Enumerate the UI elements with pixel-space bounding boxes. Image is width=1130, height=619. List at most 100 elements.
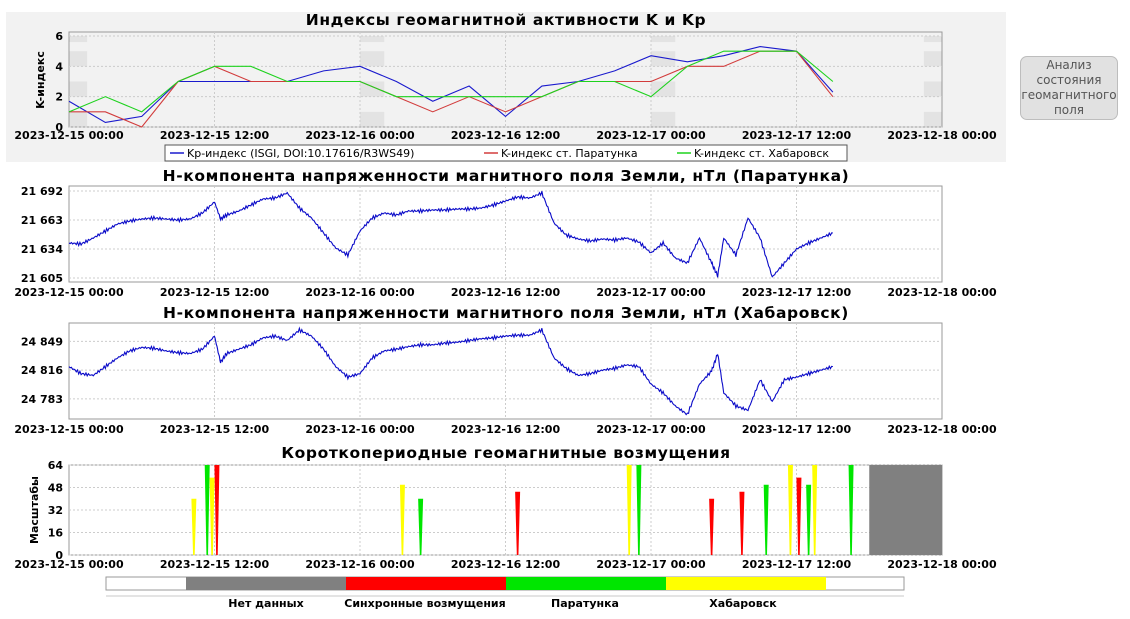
- x-tick-label: 2023-12-18 00:00: [887, 558, 997, 571]
- h-khabarovsk-series: [68, 326, 834, 416]
- y-tick-label: 21 634: [21, 243, 63, 256]
- x-tick-label: 2023-12-17 00:00: [596, 129, 706, 142]
- short-period-events: [191, 465, 942, 555]
- shaded-band: [69, 111, 88, 127]
- shaded-band: [651, 51, 676, 67]
- disturbance-mark: [204, 465, 210, 555]
- shaded-band: [923, 51, 942, 67]
- y-tick-label: 21 605: [21, 272, 63, 285]
- shaded-band: [651, 111, 676, 127]
- k-kp-series: [68, 46, 834, 128]
- shaded-band: [923, 81, 942, 97]
- shaded-band: [360, 36, 385, 43]
- short-period-y-ticks: 0 16 32 48 64: [48, 459, 64, 562]
- shaded-band: [69, 36, 88, 43]
- x-tick-label: 2023-12-17 12:00: [742, 286, 852, 299]
- x-tick-label: 2023-12-15 12:00: [160, 423, 270, 436]
- y-tick-label: 21 692: [21, 185, 63, 198]
- h-paratunka-y-ticks: 21 605 21 634 21 663 21 692: [21, 185, 63, 285]
- legend-entry: K-индекс ст. Паратунка: [501, 147, 638, 160]
- shaded-band: [360, 81, 385, 97]
- shaded-band: [651, 36, 676, 43]
- disturbance-mark: [209, 477, 215, 555]
- disturbance-mark: [191, 498, 197, 555]
- shaded-band: [651, 81, 676, 97]
- y-tick-label: 16: [48, 527, 64, 540]
- h-paratunka-grid: [69, 186, 942, 282]
- legend-entry: K-индекс ст. Хабаровск: [694, 147, 829, 160]
- y-tick-label: 0: [55, 121, 63, 134]
- x-tick-label: 2023-12-16 00:00: [305, 558, 415, 571]
- h-khabarovsk-grid: [69, 323, 942, 419]
- x-tick-label: 2023-12-15 00:00: [14, 286, 124, 299]
- y-tick-label: 32: [48, 504, 63, 517]
- disturbance-mark: [848, 465, 854, 555]
- x-tick-label: 2023-12-15 00:00: [14, 558, 124, 571]
- y-tick-label: 0: [55, 549, 63, 562]
- disturbance-mark: [515, 491, 521, 555]
- shaded-band: [923, 36, 942, 43]
- y-tick-label: 48: [48, 482, 63, 495]
- category-color-bar: Нет данных Синхронные возмущения Паратунка…: [105, 576, 905, 610]
- disturbance-mark: [739, 491, 745, 555]
- x-tick-label: 2023-12-16 12:00: [451, 558, 561, 571]
- category-swatch: [506, 577, 666, 590]
- category-label: Хабаровск: [709, 597, 777, 610]
- h-paratunka-title: H-компонента напряженности магнитного по…: [163, 167, 850, 185]
- k-kp-shaded-bands: [69, 36, 942, 127]
- legend-entry: Kp-индекс (ISGI, DOI:10.17616/R3WS49): [187, 147, 414, 160]
- disturbance-mark: [214, 465, 220, 555]
- shaded-band: [69, 51, 88, 67]
- category-label: Синхронные возмущения: [344, 597, 505, 610]
- category-swatch: [346, 577, 506, 590]
- analyze-field-state-button[interactable]: Анализ состояния геомагнитного поля: [1020, 56, 1118, 120]
- shaded-band: [923, 111, 942, 127]
- x-tick-label: 2023-12-18 00:00: [887, 423, 997, 436]
- y-tick-label: 4: [55, 60, 63, 73]
- x-tick-label: 2023-12-15 12:00: [160, 286, 270, 299]
- category-label: Паратунка: [551, 597, 619, 610]
- x-tick-label: 2023-12-18 00:00: [887, 129, 997, 142]
- x-tick-label: 2023-12-17 00:00: [596, 286, 706, 299]
- x-tick-label: 2023-12-17 00:00: [596, 558, 706, 571]
- x-tick-label: 2023-12-16 12:00: [451, 129, 561, 142]
- x-tick-label: 2023-12-15 00:00: [14, 129, 124, 142]
- x-tick-label: 2023-12-16 00:00: [305, 129, 415, 142]
- category-swatch: [186, 577, 346, 590]
- k-kp-legend: Kp-индекс (ISGI, DOI:10.17616/R3WS49) K-и…: [164, 144, 848, 162]
- k-kp-ylabel: K-индекс: [34, 51, 47, 109]
- x-tick-label: 2023-12-16 12:00: [451, 286, 561, 299]
- k-kp-legend-box: [164, 144, 848, 162]
- x-tick-label: 2023-12-16 00:00: [305, 423, 415, 436]
- short-period-x-ticks: 2023-12-15 00:00 2023-12-15 12:00 2023-12-…: [14, 558, 997, 571]
- x-tick-label: 2023-12-16 12:00: [451, 423, 561, 436]
- category-label: Нет данных: [228, 597, 303, 610]
- h-component-line: [68, 326, 834, 416]
- k-kp-x-ticks: 2023-12-15 00:00 2023-12-15 12:00 2023-12-…: [14, 129, 997, 142]
- k-kp-title: Индексы геомагнитной активности K и Kp: [306, 11, 706, 29]
- h-paratunka-x-ticks: 2023-12-15 00:00 2023-12-15 12:00 2023-12-…: [14, 286, 997, 299]
- disturbance-mark: [399, 484, 405, 555]
- x-tick-label: 2023-12-17 00:00: [596, 423, 706, 436]
- disturbance-mark: [626, 465, 632, 555]
- y-tick-label: 6: [55, 30, 63, 43]
- y-tick-label: 21 663: [21, 214, 63, 227]
- disturbance-mark: [812, 465, 818, 555]
- h-paratunka-series: [68, 191, 833, 278]
- shaded-band: [69, 81, 88, 97]
- h-khabarovsk-x-ticks: 2023-12-15 00:00 2023-12-15 12:00 2023-12-…: [14, 423, 997, 436]
- disturbance-mark: [806, 484, 812, 555]
- short-period-title: Короткопериодные геомагнитные возмущения: [281, 444, 730, 462]
- x-tick-label: 2023-12-15 12:00: [160, 558, 270, 571]
- x-tick-label: 2023-12-15 00:00: [14, 423, 124, 436]
- disturbance-mark: [636, 465, 642, 555]
- x-tick-label: 2023-12-15 12:00: [160, 129, 270, 142]
- no-data-block: [869, 465, 942, 555]
- shaded-band: [360, 51, 385, 67]
- shaded-band: [360, 111, 385, 127]
- y-tick-label: 24 783: [21, 393, 63, 406]
- y-tick-label: 64: [48, 459, 64, 472]
- x-tick-label: 2023-12-16 00:00: [305, 286, 415, 299]
